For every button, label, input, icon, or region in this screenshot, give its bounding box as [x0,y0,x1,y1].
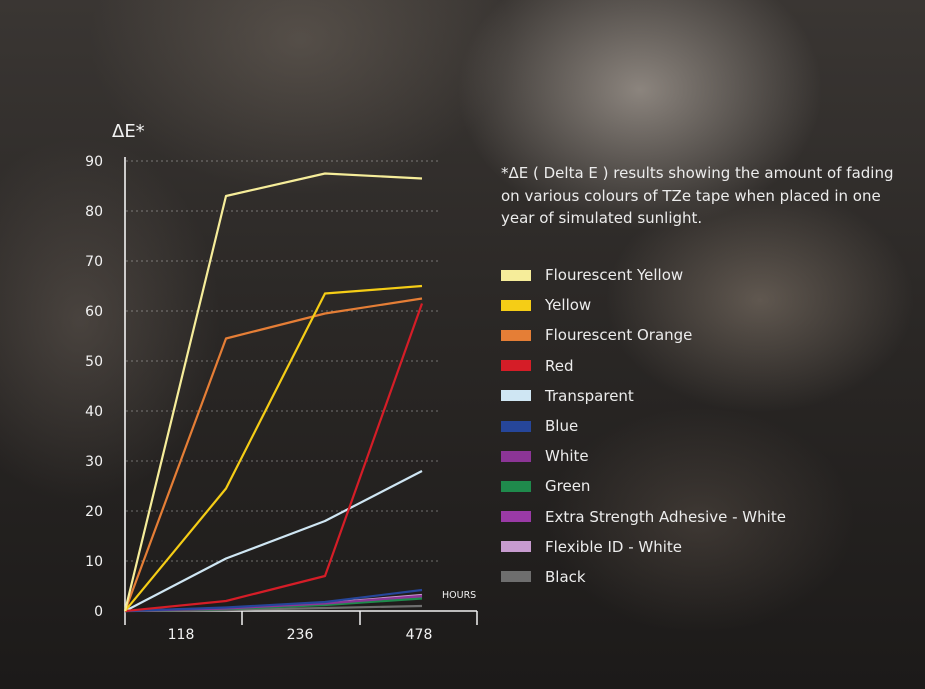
legend-swatch [501,511,531,523]
y-tick-label: 50 [85,354,103,370]
legend-item: Extra Strength Adhesive - White [501,502,786,532]
legend-label: Black [545,567,586,586]
legend-item: Black [501,562,786,592]
series-line [123,297,423,612]
series-line [124,303,424,613]
legend-label: Flourescent Yellow [545,266,684,285]
x-tick-label: 478 [406,627,433,643]
legend-label: Flexible ID - White [545,537,683,556]
legend-label: Extra Strength Adhesive - White [545,507,786,526]
y-tick-label: 40 [85,404,103,420]
y-tick-label: 70 [85,254,103,270]
y-tick-label: 60 [85,304,103,320]
x-axis-label: HOURS [442,590,476,601]
y-tick-label: 0 [94,604,103,620]
legend-swatch [501,480,531,492]
y-axis-label: ΔE* [112,121,145,142]
x-axis-ticks: 118 236 478 [124,611,478,643]
legend-item: White [501,441,786,471]
legend-swatch [501,541,531,553]
x-tick-label: 236 [287,627,314,643]
legend-item: Flourescent Orange [501,320,786,350]
gridlines [126,160,440,562]
y-tick-label: 10 [85,554,103,570]
legend-item: Transparent [501,381,786,411]
legend-swatch [501,269,531,281]
legend-label: Blue [545,417,579,436]
legend-swatch [501,390,531,402]
legend-item: Red [501,351,786,381]
legend-swatch [501,299,531,311]
axes [124,157,477,612]
y-tick-label: 90 [85,154,103,170]
y-tick-label: 80 [85,204,103,220]
legend-swatch [501,571,531,583]
legend-item: Yellow [501,290,786,320]
y-tick-labels: 0 10 20 30 40 50 60 70 80 90 [85,154,103,620]
x-tick-label: 118 [168,627,195,643]
legend-swatch [501,329,531,341]
y-tick-label: 20 [85,504,103,520]
legend-label: Flourescent Orange [545,326,693,345]
legend-label: Yellow [545,296,592,315]
legend-swatch [501,450,531,462]
legend-swatch [501,360,531,372]
legend-label: Transparent [545,386,634,405]
legend-item: Blue [501,411,786,441]
legend-item: Flourescent Yellow [501,260,786,290]
series-line [123,172,423,612]
series-line [124,470,423,612]
legend-label: White [545,447,589,466]
legend-swatch [501,420,531,432]
legend-label: Red [545,356,574,375]
y-tick-label: 30 [85,454,103,470]
legend-label: Green [545,477,591,496]
series-line [124,588,423,613]
legend: Flourescent Yellow Yellow Flourescent Oran… [501,260,786,592]
series-line [124,284,423,612]
series-lines [123,172,424,613]
legend-item: Green [501,471,786,501]
chart-note: *ΔE ( Delta E ) results showing the amou… [501,164,894,227]
legend-item: Flexible ID - White [501,532,786,562]
